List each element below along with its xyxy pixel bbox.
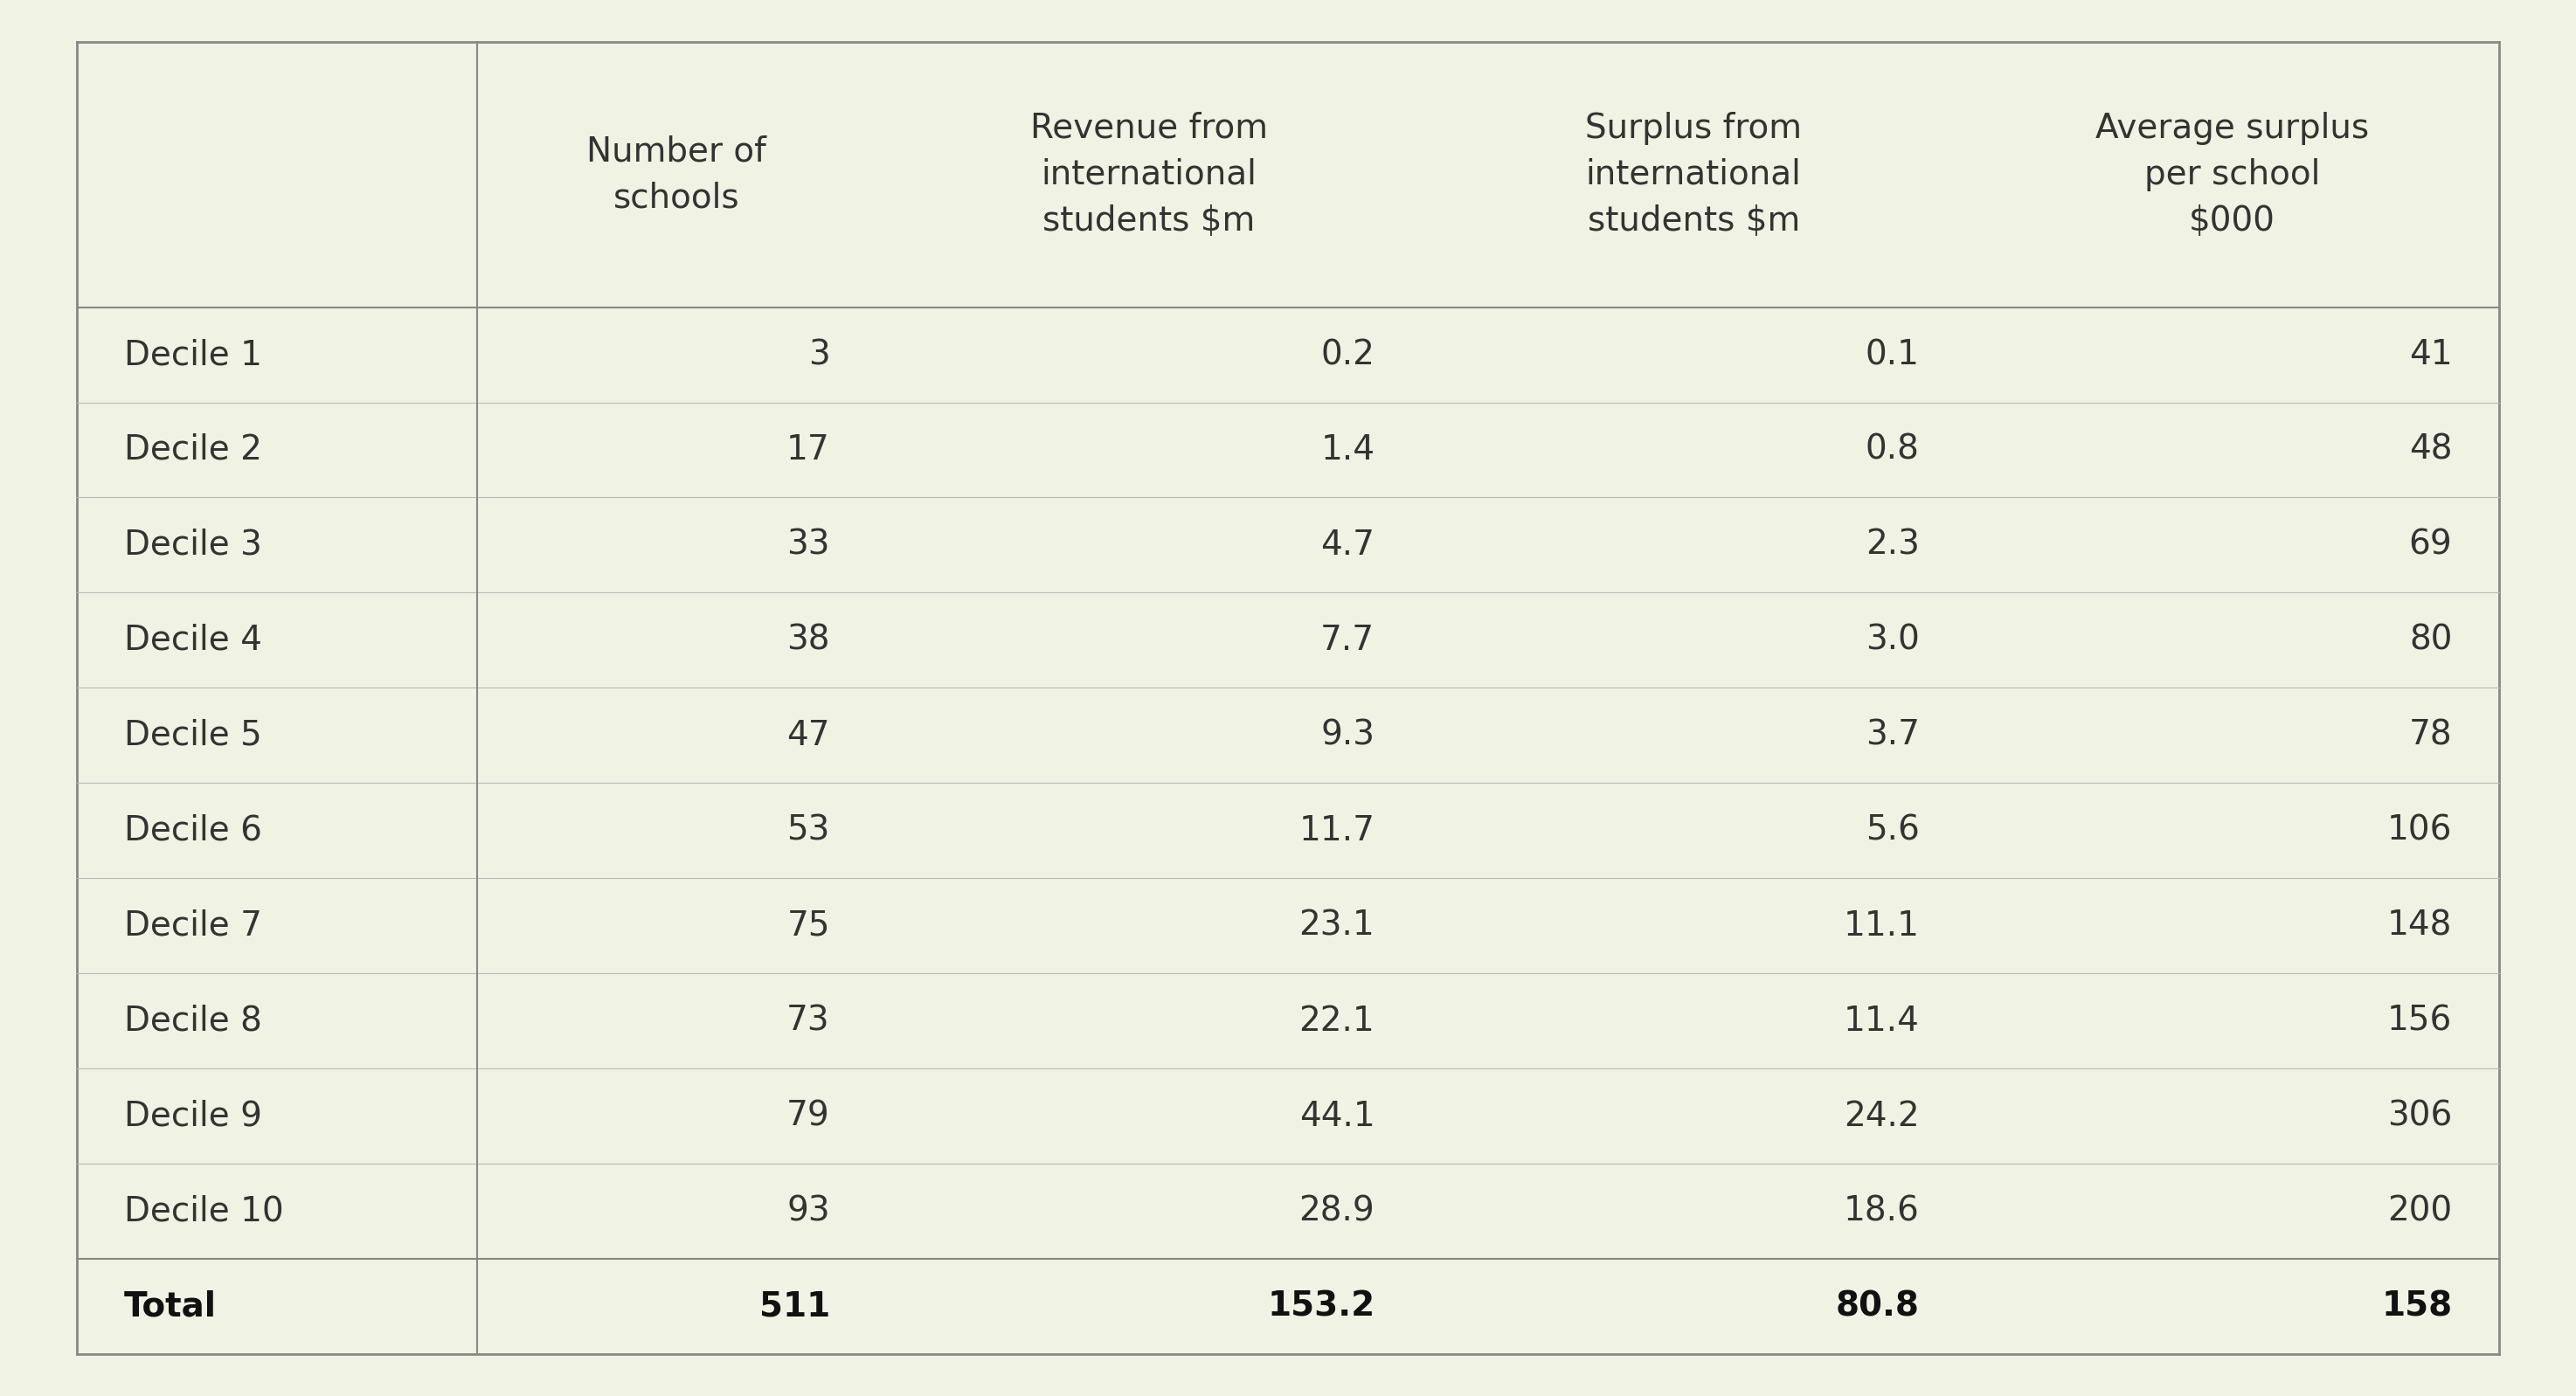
Text: 200: 200 <box>2388 1195 2452 1228</box>
Text: Decile 6: Decile 6 <box>124 814 263 847</box>
Text: 106: 106 <box>2388 814 2452 847</box>
Text: 3: 3 <box>809 338 829 371</box>
Text: 156: 156 <box>2388 1004 2452 1037</box>
Text: 9.3: 9.3 <box>1321 719 1376 752</box>
Text: Decile 1: Decile 1 <box>124 338 263 371</box>
Text: Decile 8: Decile 8 <box>124 1004 263 1037</box>
Text: 11.1: 11.1 <box>1844 909 1919 942</box>
Text: 11.4: 11.4 <box>1844 1004 1919 1037</box>
Text: 38: 38 <box>786 624 829 658</box>
Text: Decile 7: Decile 7 <box>124 909 263 942</box>
Text: 24.2: 24.2 <box>1844 1100 1919 1132</box>
Text: 5.6: 5.6 <box>1865 814 1919 847</box>
Text: 3.7: 3.7 <box>1865 719 1919 752</box>
Text: Surplus from
international
students $m: Surplus from international students $m <box>1584 112 1803 237</box>
Text: 47: 47 <box>786 719 829 752</box>
Text: 148: 148 <box>2388 909 2452 942</box>
Text: 69: 69 <box>2409 529 2452 561</box>
Text: 41: 41 <box>2409 338 2452 371</box>
Text: 2.3: 2.3 <box>1865 529 1919 561</box>
Text: 78: 78 <box>2409 719 2452 752</box>
Text: 1.4: 1.4 <box>1321 433 1376 466</box>
Text: 79: 79 <box>786 1100 829 1132</box>
Text: 18.6: 18.6 <box>1844 1195 1919 1228</box>
Text: 0.2: 0.2 <box>1321 338 1376 371</box>
Text: 48: 48 <box>2409 433 2452 466</box>
Text: 53: 53 <box>786 814 829 847</box>
Text: Number of
schools: Number of schools <box>587 135 768 214</box>
Text: 44.1: 44.1 <box>1298 1100 1376 1132</box>
Text: 3.0: 3.0 <box>1865 624 1919 658</box>
Text: Revenue from
international
students $m: Revenue from international students $m <box>1030 112 1267 237</box>
Text: 0.8: 0.8 <box>1865 433 1919 466</box>
Text: 23.1: 23.1 <box>1298 909 1376 942</box>
Text: 0.1: 0.1 <box>1865 338 1919 371</box>
Text: Total: Total <box>124 1290 216 1323</box>
Text: 511: 511 <box>760 1290 829 1323</box>
Text: Average surplus
per school
$000: Average surplus per school $000 <box>2094 112 2370 237</box>
Text: 80.8: 80.8 <box>1837 1290 1919 1323</box>
Text: 93: 93 <box>786 1195 829 1228</box>
Text: Decile 4: Decile 4 <box>124 624 263 658</box>
Text: 73: 73 <box>786 1004 829 1037</box>
Text: 11.7: 11.7 <box>1298 814 1376 847</box>
Text: Decile 10: Decile 10 <box>124 1195 283 1228</box>
Text: 80: 80 <box>2409 624 2452 658</box>
Text: 306: 306 <box>2388 1100 2452 1132</box>
Text: Decile 5: Decile 5 <box>124 719 263 752</box>
Text: 22.1: 22.1 <box>1298 1004 1376 1037</box>
Text: Decile 3: Decile 3 <box>124 529 263 561</box>
Text: 153.2: 153.2 <box>1267 1290 1376 1323</box>
Text: 75: 75 <box>786 909 829 942</box>
Text: Decile 2: Decile 2 <box>124 433 263 466</box>
Text: 17: 17 <box>786 433 829 466</box>
Text: 158: 158 <box>2380 1290 2452 1323</box>
Text: 33: 33 <box>786 529 829 561</box>
Text: 7.7: 7.7 <box>1321 624 1376 658</box>
Text: 4.7: 4.7 <box>1321 529 1376 561</box>
Text: Decile 9: Decile 9 <box>124 1100 263 1132</box>
Text: 28.9: 28.9 <box>1298 1195 1376 1228</box>
